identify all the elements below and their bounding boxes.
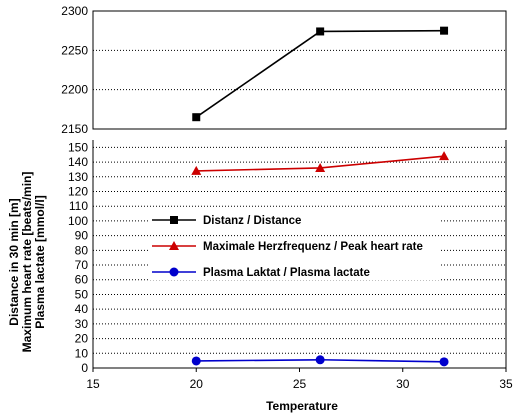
x-axis-title: Temperature [266,399,338,413]
y-tick-labels: 2150 2200 2250 2300 010203040506070809010011… [61,4,88,375]
legend-marker [170,216,178,224]
y-axis-title-line-2: Maximum heart rate [beats/min] [20,172,34,353]
y-tick-label: 2200 [61,83,88,97]
plot-frames [92,10,507,369]
y-tick-label: 70 [75,258,89,272]
y-axis-title: Distance in 30 min [m] Maximum heart rat… [7,172,47,353]
legend-label: Plasma Laktat / Plasma lactate [203,267,370,279]
y-axis-title-line-3: Plasma lactate [mmol/l] [33,195,47,328]
y-tick-label: 20 [75,332,89,346]
series-line-1 [195,29,445,118]
legend-marker [169,241,179,250]
y-tick-label: 140 [68,155,88,169]
y-tick-label: 2150 [61,122,88,136]
legend-marker [169,267,179,277]
data-point [316,27,325,36]
x-tick-label: 20 [190,377,204,391]
legend-background [150,212,440,228]
x-tick-label: 35 [499,377,513,391]
data-point [192,113,201,122]
upper-panel-gridlines [93,49,506,91]
y-tick-label: 10 [75,346,89,360]
y-tick-label: 30 [75,317,89,331]
x-tick-label: 30 [396,377,410,391]
y-tick-label: 150 [68,140,88,154]
y-tick-label: 2250 [61,43,88,57]
series-layer [191,26,450,367]
y-tick-label: 60 [75,273,89,287]
x-tick-labels: 15 20 25 30 35 [86,368,513,391]
data-point [315,355,325,365]
data-point [315,162,326,172]
y-tick-label: 110 [69,199,88,213]
legend-label: Distanz / Distance [203,215,301,227]
legend-label: Maximale Herzfrequenz / Peak heart rate [203,241,423,253]
upper-panel-frame [92,10,507,130]
y-tick-label: 50 [75,287,89,301]
y-tick-label: 130 [68,170,88,184]
data-point [191,165,202,175]
legend-background [150,264,440,280]
data-point [440,26,449,35]
data-point [439,151,450,161]
y-tick-label: 90 [75,229,89,243]
y-tick-label: 120 [68,184,88,198]
y-tick-label: 0 [81,361,88,375]
y-tick-label: 80 [75,243,89,257]
data-point [191,356,201,366]
y-tick-label: 100 [68,214,88,228]
x-tick-label: 25 [293,377,307,391]
legend-background [150,238,440,254]
y-tick-label: 40 [75,302,89,316]
x-tick-label: 15 [86,377,100,391]
y-axis-title-line-1: Distance in 30 min [m] [7,198,21,325]
y-tick-label: 2300 [61,4,88,18]
data-point [439,357,449,367]
legend: Distanz / Distance Maximale Herzfrequenz … [150,212,440,280]
